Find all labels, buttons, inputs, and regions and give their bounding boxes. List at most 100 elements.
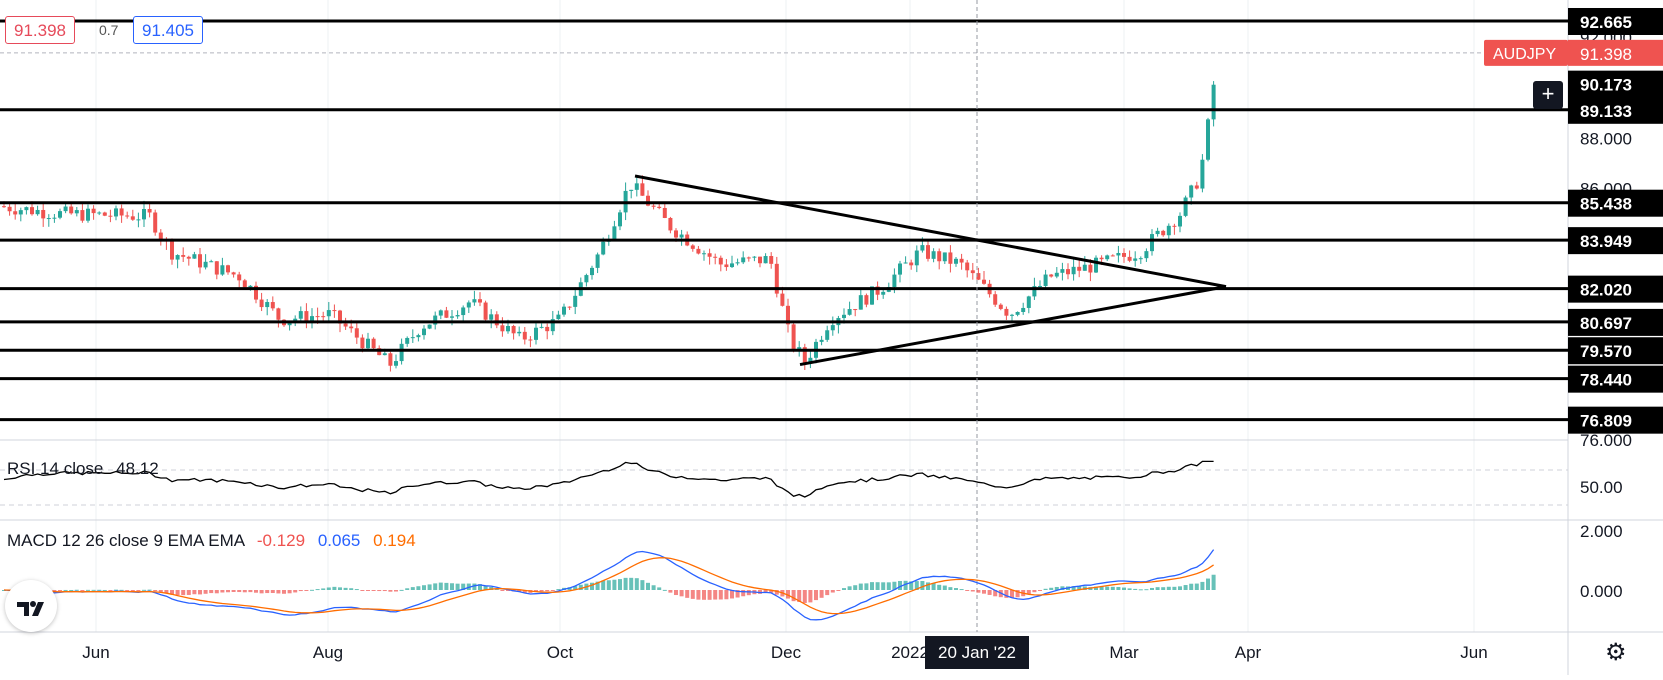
macd-hist-bar	[1150, 587, 1154, 590]
macd-hist-bar	[147, 589, 152, 591]
macd-hist-bar	[1099, 586, 1104, 590]
candle-body	[349, 326, 354, 329]
macd-hist-bar	[175, 590, 180, 596]
candle-body	[1110, 255, 1115, 257]
buy-price-badge[interactable]: 91.405	[133, 16, 203, 44]
macd-hist-bar	[80, 590, 85, 591]
candle-body	[360, 337, 365, 349]
candle-body	[310, 316, 314, 323]
macd-hist-bar	[758, 590, 762, 594]
candle-body	[1071, 266, 1076, 275]
candle-body	[1206, 119, 1210, 160]
candle-body	[506, 325, 510, 332]
candle-body	[74, 210, 79, 214]
macd-hist-bar	[640, 580, 645, 590]
macd-hist-bar	[769, 590, 774, 593]
candle-body	[203, 261, 208, 268]
macd-hist-bar	[875, 582, 880, 590]
candle-body	[741, 257, 746, 263]
candle-body	[125, 215, 130, 217]
candle-body	[427, 324, 432, 329]
candle-body	[248, 285, 253, 288]
macd-hist-bar	[970, 590, 975, 592]
macd-hist-bar	[926, 582, 930, 590]
macd-hist-bar	[450, 583, 454, 590]
macd-hist-bar	[164, 590, 169, 594]
candle-body	[338, 310, 342, 324]
macd-hist-bar	[506, 590, 510, 591]
macd-hist-bar	[388, 590, 393, 592]
candle-body	[259, 299, 264, 308]
candle-body	[702, 253, 706, 255]
macd-hist-bar	[338, 587, 342, 590]
candle-body	[528, 339, 533, 341]
candle-body	[954, 258, 958, 264]
macd-hist-bar	[366, 590, 370, 591]
candle-body	[937, 251, 942, 262]
macd-hist-bar	[814, 590, 818, 601]
macd-hist-bar	[326, 587, 331, 590]
candle-body	[735, 262, 740, 264]
level-label-box	[1568, 96, 1663, 124]
sell-price-badge[interactable]: 91.398	[5, 16, 75, 44]
macd-hist-bar	[674, 590, 678, 596]
candle-body	[489, 314, 494, 320]
candle-body	[153, 212, 158, 233]
macd-hist-bar	[931, 583, 936, 590]
candle-body	[192, 254, 197, 259]
settings-gear-icon[interactable]: ⚙	[1605, 639, 1627, 666]
candle-body	[119, 208, 124, 216]
candle-body	[102, 212, 107, 216]
candle-body	[786, 305, 790, 325]
candle-body	[769, 256, 774, 264]
time-tick-label: Oct	[547, 643, 574, 662]
macd-hist-bar	[52, 590, 57, 592]
macd-title-row[interactable]: MACD 12 26 close 9 EMA EMA -0.129 0.065 …	[7, 531, 416, 551]
candle-body	[634, 183, 639, 190]
macd-hist-bar	[1026, 590, 1031, 595]
macd-hist-bar	[707, 590, 712, 600]
candle-body	[618, 212, 622, 227]
macd-scale-label: 2.000	[1580, 522, 1623, 541]
macd-hist-bar	[646, 582, 650, 590]
candle-body	[466, 302, 471, 308]
candle-body	[718, 257, 723, 265]
candle-body	[662, 207, 667, 218]
macd-hist-bar	[965, 590, 970, 591]
level-label-box	[1568, 189, 1663, 217]
macd-hist-bar	[741, 590, 746, 597]
macd-hist-bar	[954, 588, 958, 590]
macd-hist-bar	[651, 585, 656, 590]
macd-hist-bar	[573, 586, 578, 590]
candle-body	[69, 206, 74, 214]
macd-hist-bar	[1077, 586, 1082, 590]
candle-body	[1088, 264, 1093, 273]
macd-hist-bar	[668, 590, 673, 593]
last-price-box	[1568, 39, 1663, 66]
macd-hist-bar	[226, 590, 230, 593]
crosshair-plus-icon[interactable]: +	[1533, 81, 1563, 109]
candle-body	[998, 304, 1003, 309]
candle-body	[242, 280, 247, 288]
candle-body	[114, 208, 118, 217]
candle-body	[198, 254, 202, 268]
rsi-title-row[interactable]: RSI 14 close 48.12	[7, 459, 159, 479]
macd-title: MACD 12 26 close 9 EMA EMA	[7, 531, 245, 550]
candle-body	[1054, 272, 1059, 277]
candle-body	[629, 189, 634, 191]
macd-hist-bar	[774, 590, 779, 595]
candle-body	[433, 315, 438, 325]
macd-hist-bar	[304, 590, 309, 591]
tradingview-logo-icon[interactable]	[5, 580, 57, 632]
macd-hist-bar	[1110, 586, 1115, 590]
candle-body	[1038, 285, 1042, 287]
level-label-box	[1568, 227, 1663, 255]
candle-body	[780, 293, 785, 306]
macd-hist-bar	[606, 580, 611, 590]
macd-hist-bar	[578, 584, 583, 590]
macd-hist-bar	[830, 590, 835, 593]
candle-body	[522, 331, 527, 340]
time-tick-label: Mar	[1109, 643, 1139, 662]
